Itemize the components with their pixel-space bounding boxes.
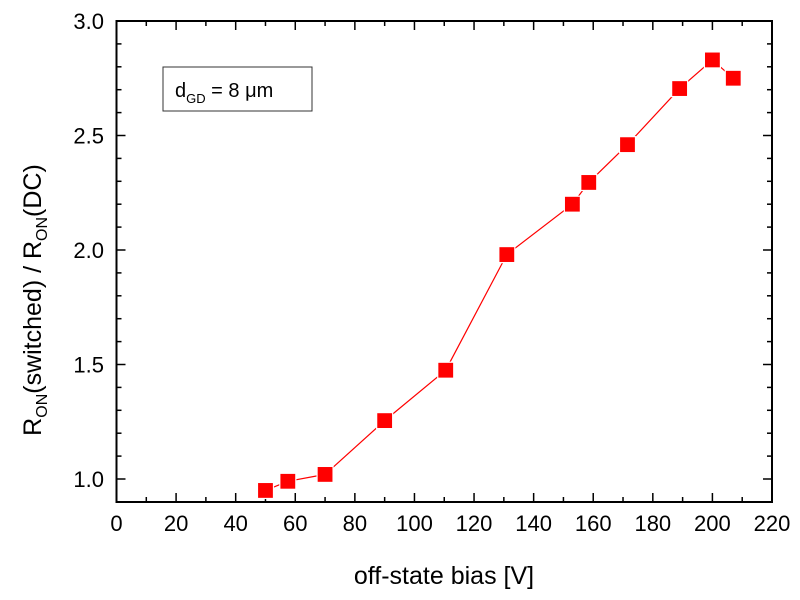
data-point-square (703, 51, 722, 69)
y-tick-label: 2.0 (73, 238, 104, 263)
x-tick-label: 200 (694, 511, 731, 536)
annotation-box: dGD = 8 μm (162, 66, 313, 112)
data-point-square (256, 481, 275, 500)
annotation-text: dGD = 8 μm (175, 80, 273, 106)
y-title-rest1: (switched) / R (19, 241, 47, 394)
y-tick-label: 2.5 (73, 124, 104, 149)
data-point-square (724, 69, 742, 87)
data-point-square (316, 465, 334, 484)
annotation-rest: = 8 μm (206, 80, 274, 102)
x-tick-label: 180 (634, 511, 671, 536)
y-title-sub2: ON (34, 217, 51, 241)
x-tick-label: 20 (164, 511, 188, 536)
y-title-main: R (19, 418, 47, 436)
x-tick-label: 80 (343, 511, 367, 536)
data-point-square (580, 173, 598, 192)
y-axis-title: RON(switched) / RON(DC) (19, 164, 51, 436)
data-point-square (279, 472, 297, 490)
x-tick-label: 40 (223, 511, 247, 536)
x-tick-label: 60 (283, 511, 307, 536)
x-tick-label: 100 (396, 511, 433, 536)
annotation-frame (162, 66, 313, 112)
data-point-square (618, 136, 637, 154)
data-point-square (498, 245, 516, 264)
data-point-square (437, 361, 455, 379)
x-tick-label: 0 (110, 511, 122, 536)
x-tick-label: 220 (754, 511, 791, 536)
data-point-square (376, 412, 394, 430)
data-point-square (671, 79, 689, 98)
x-axis-title: off-state bias [V] (354, 562, 534, 590)
x-tick-label: 160 (575, 511, 612, 536)
y-tick-label: 1.0 (73, 467, 104, 492)
axis-tick-labels: 0 20 40 60 80 100 120 140 160 180 200 220 1.0 1.5 2.0 2… (73, 9, 790, 536)
x-tick-label: 120 (456, 511, 493, 536)
series-line (265, 59, 734, 491)
data-series (256, 51, 742, 500)
annotation-main: d (175, 80, 186, 102)
data-point-square (563, 195, 581, 213)
y-tick-label: 1.5 (73, 353, 104, 378)
y-tick-label: 3.0 (73, 9, 104, 34)
plot-frame (115, 20, 773, 503)
y-title-sub1: ON (34, 394, 51, 418)
annotation-sub: GD (186, 91, 206, 106)
x-tick-label: 140 (515, 511, 552, 536)
y-title-rest2: (DC) (19, 164, 47, 217)
